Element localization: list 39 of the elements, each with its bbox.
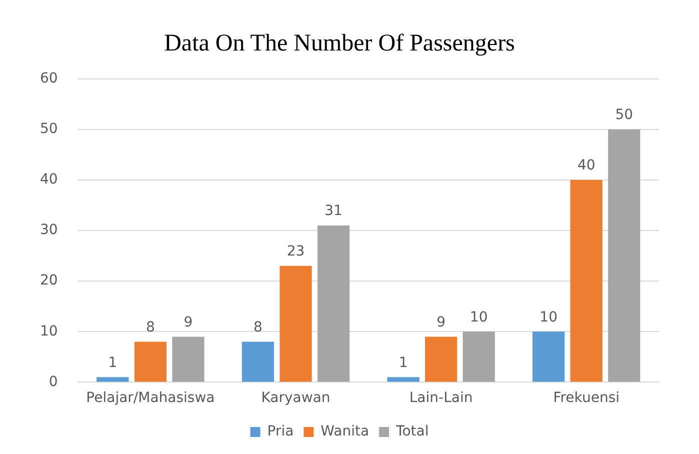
data-label: 50 xyxy=(615,107,634,124)
legend-label: Total xyxy=(395,424,429,440)
data-label: 31 xyxy=(324,203,342,220)
data-label: 1 xyxy=(108,354,118,371)
data-label: 10 xyxy=(540,309,558,326)
y-tick-label: 50 xyxy=(40,121,58,138)
bar xyxy=(570,180,602,382)
x-tick-label: Pelajar/Mahasiswa xyxy=(86,390,215,406)
bar xyxy=(96,377,129,382)
data-label: 40 xyxy=(577,158,596,174)
chart-title: Data On The Number Of Passengers xyxy=(164,30,515,57)
y-tick-label: 20 xyxy=(40,272,58,289)
bar xyxy=(134,342,167,382)
bar xyxy=(172,336,204,382)
y-tick-label: 40 xyxy=(40,172,58,188)
x-tick-label: Frekuensi xyxy=(553,390,620,406)
x-tick-label: Lain-Lain xyxy=(409,390,473,406)
data-label: 9 xyxy=(436,314,446,330)
y-tick-label: 60 xyxy=(40,70,58,86)
legend-label: Wanita xyxy=(320,424,370,440)
legend-label: Pria xyxy=(267,424,294,440)
data-label: 8 xyxy=(254,319,262,336)
bar xyxy=(608,129,640,382)
data-label: 9 xyxy=(184,314,193,330)
x-tick-label: Karyawan xyxy=(261,390,330,406)
bar xyxy=(425,336,458,382)
bar xyxy=(462,332,495,382)
y-tick-label: 30 xyxy=(40,222,58,238)
bar xyxy=(280,266,312,382)
data-label: 10 xyxy=(470,309,488,326)
data-label: 1 xyxy=(398,354,408,371)
y-tick-label: 10 xyxy=(40,323,58,340)
data-label: 23 xyxy=(286,244,305,260)
bar xyxy=(242,342,274,382)
data-label: 8 xyxy=(146,319,155,336)
bar xyxy=(317,225,350,382)
y-tick-label: 0 xyxy=(48,374,58,390)
bar xyxy=(387,377,420,382)
bar xyxy=(532,332,565,382)
